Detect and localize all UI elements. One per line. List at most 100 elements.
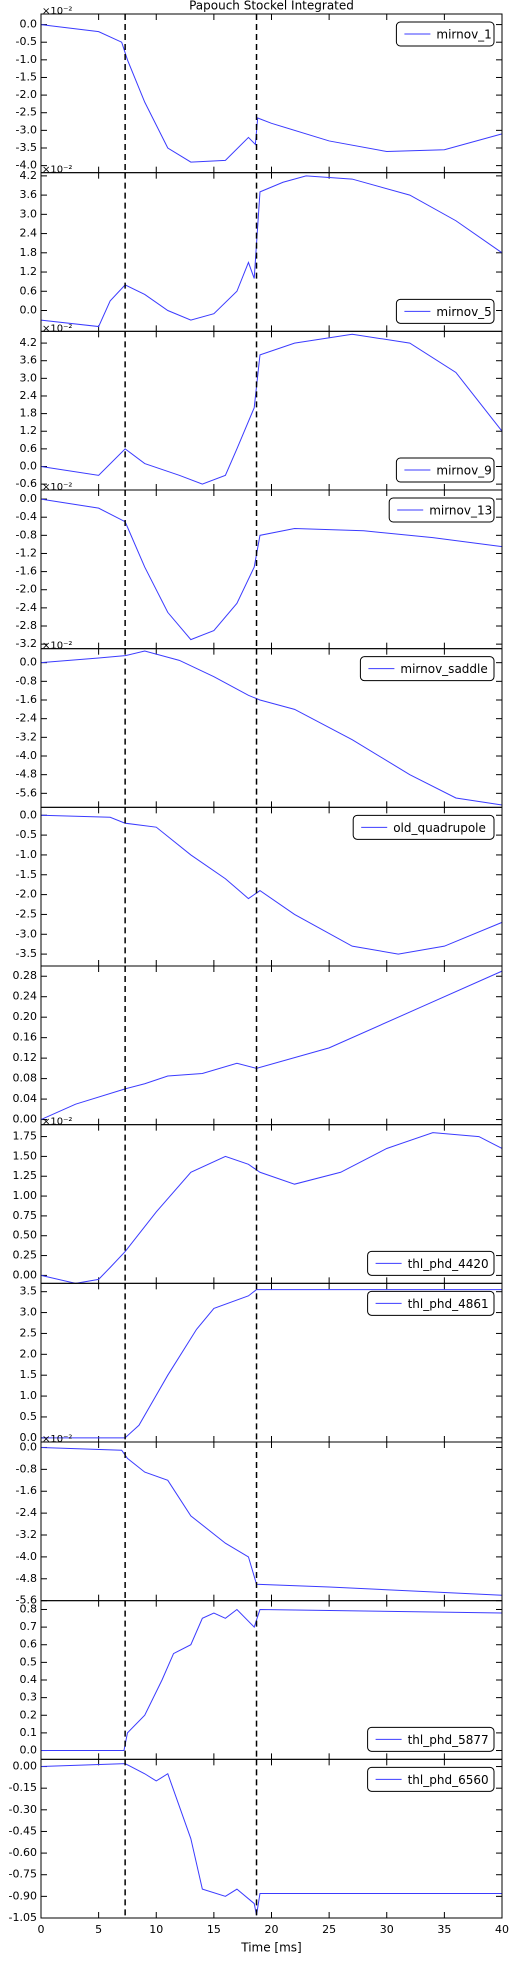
y-tick-label: 0.6 <box>20 1638 38 1651</box>
legend-box <box>367 1290 495 1316</box>
x-tick-label: 0 <box>38 1923 45 1936</box>
legend-label: mirnov_9 <box>436 464 491 478</box>
legend-label: mirnov_saddle <box>400 662 487 676</box>
y-tick-label: -0.90 <box>9 1889 37 1902</box>
y-tick-label: -5.6 <box>16 1594 37 1607</box>
y-tick-label: 3.5 <box>20 1285 38 1298</box>
x-tick-label: 30 <box>380 1923 394 1936</box>
data-line <box>41 1608 503 1752</box>
y-tick-label: -4.0 <box>16 1550 37 1563</box>
y-tick-label: -2.4 <box>16 601 37 614</box>
y-tick-label: 0.1 <box>20 1726 38 1739</box>
y-tick-label: 1.0 <box>20 1389 38 1402</box>
y-tick-label: 1.5 <box>20 1368 38 1381</box>
offset-label: ×10⁻² <box>42 641 72 652</box>
x-tick-label: 15 <box>207 1923 221 1936</box>
y-tick-label: 3.0 <box>20 1306 38 1319</box>
x-tick-label: 25 <box>322 1923 336 1936</box>
y-tick-label: 0.0 <box>20 656 38 669</box>
y-tick-label: 0.75 <box>13 1209 38 1222</box>
y-tick-label: 3.6 <box>20 354 38 367</box>
y-tick-label: 0.4 <box>20 1673 38 1686</box>
y-tick-label: 0.8 <box>20 1602 38 1615</box>
legend-box <box>367 1766 495 1792</box>
data-line <box>40 333 503 485</box>
legend-box <box>395 457 495 483</box>
y-tick-label: 0.12 <box>13 1051 38 1064</box>
offset-label: ×10⁻² <box>42 6 72 17</box>
legend-box <box>395 298 495 324</box>
y-tick-label: 0.0 <box>20 18 38 31</box>
y-tick-label: -0.75 <box>9 1868 37 1881</box>
y-tick-label: -2.0 <box>16 88 37 101</box>
y-tick-label: -4.8 <box>16 1572 37 1585</box>
y-tick-label: -1.0 <box>16 53 37 66</box>
y-tick-label: 0.04 <box>13 1092 38 1105</box>
y-tick-label: 2.5 <box>20 1326 38 1339</box>
legend-label: mirnov_13 <box>429 504 492 518</box>
y-tick-label: -2.0 <box>16 888 37 901</box>
offset-label: ×10⁻² <box>42 482 72 493</box>
y-tick-label: 1.8 <box>20 407 38 420</box>
y-tick-label: -1.6 <box>16 565 37 578</box>
y-tick-label: 4.2 <box>20 169 38 182</box>
data-line <box>41 1289 502 1439</box>
y-tick-label: -3.5 <box>16 141 37 154</box>
legend-label: thl_phd_5877 <box>408 1733 489 1747</box>
y-tick-label: 0.50 <box>13 1229 38 1242</box>
y-tick-label: 0.00 <box>13 1760 38 1773</box>
y-tick-label: 0.20 <box>13 1010 38 1023</box>
x-tick-label: 5 <box>95 1923 102 1936</box>
y-tick-label: 0.0 <box>20 1744 38 1757</box>
legend-box <box>352 814 495 840</box>
y-tick-label: 0.6 <box>20 442 38 455</box>
data-line <box>40 175 503 328</box>
y-tick-label: -0.6 <box>16 477 37 490</box>
x-tick-label: 20 <box>265 1923 279 1936</box>
y-tick-label: -4.8 <box>16 768 37 781</box>
y-tick-label: -2.4 <box>16 1506 37 1519</box>
legend-label: mirnov_1 <box>436 28 491 42</box>
y-tick-label: 0.0 <box>20 808 38 821</box>
y-tick-label: 1.25 <box>13 1169 38 1182</box>
y-tick-label: -0.30 <box>9 1803 37 1816</box>
y-tick-label: -5.6 <box>16 786 37 799</box>
y-tick-label: -1.5 <box>16 70 37 83</box>
y-tick-label: -1.05 <box>9 1911 37 1924</box>
y-tick-label: 0.16 <box>13 1031 38 1044</box>
y-tick-label: 1.2 <box>20 424 38 437</box>
y-tick-label: -0.8 <box>16 528 37 541</box>
y-tick-label: -3.0 <box>16 927 37 940</box>
x-axis-label: Time [ms] <box>240 1941 302 1955</box>
data-line <box>40 1132 503 1284</box>
y-tick-label: 2.4 <box>20 389 38 402</box>
y-tick-label: -4.0 <box>16 159 37 172</box>
legend-box <box>367 1250 495 1276</box>
y-tick-label: -1.5 <box>16 868 37 881</box>
y-tick-label: -2.5 <box>16 106 37 119</box>
y-tick-label: -3.2 <box>16 637 37 650</box>
y-tick-label: -2.8 <box>16 619 37 632</box>
y-tick-label: -0.60 <box>9 1846 37 1859</box>
y-tick-label: 0.6 <box>20 284 38 297</box>
y-tick-label: 1.75 <box>13 1130 38 1143</box>
legend-box <box>367 1726 495 1752</box>
y-tick-label: -1.0 <box>16 848 37 861</box>
y-tick-label: -0.8 <box>16 674 37 687</box>
legend-label: old_quadrupole <box>393 821 486 835</box>
y-tick-label: 1.8 <box>20 246 38 259</box>
y-tick-label: 0.0 <box>20 303 38 316</box>
y-tick-label: 0.08 <box>13 1072 38 1085</box>
offset-label: ×10⁻² <box>42 1117 72 1128</box>
y-tick-label: 0.7 <box>20 1620 38 1633</box>
data-line <box>40 1446 503 1596</box>
y-tick-label: -3.5 <box>16 947 37 960</box>
y-tick-label: 2.0 <box>20 1347 38 1360</box>
y-tick-label: -0.5 <box>16 828 37 841</box>
y-tick-label: 0.3 <box>20 1691 38 1704</box>
y-tick-label: -1.2 <box>16 546 37 559</box>
y-tick-label: -3.0 <box>16 123 37 136</box>
data-line <box>40 970 503 1121</box>
y-tick-label: 0.0 <box>20 1440 38 1453</box>
